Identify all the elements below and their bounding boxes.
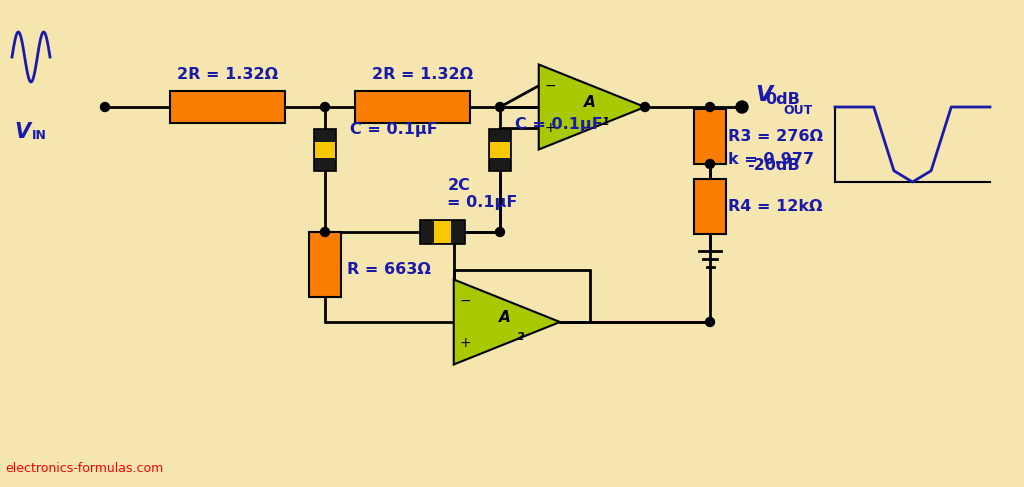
Text: +: + — [460, 336, 472, 350]
Text: OUT: OUT — [783, 105, 812, 117]
Bar — [489, 129, 511, 171]
Text: V: V — [755, 85, 772, 105]
Polygon shape — [539, 64, 645, 150]
Circle shape — [496, 102, 505, 112]
Text: +: + — [545, 121, 557, 135]
Circle shape — [736, 101, 748, 113]
Text: 1: 1 — [602, 117, 609, 127]
Text: 2C
= 0.1μF: 2C = 0.1μF — [447, 178, 518, 210]
Circle shape — [640, 102, 649, 112]
Bar — [355, 91, 470, 123]
Text: −: − — [460, 294, 472, 308]
Text: R3 = 276Ω: R3 = 276Ω — [728, 129, 823, 144]
Bar — [420, 220, 465, 244]
Text: V: V — [14, 122, 30, 142]
Text: A: A — [499, 310, 511, 324]
Text: 2R = 1.32Ω: 2R = 1.32Ω — [177, 67, 279, 82]
Text: IN: IN — [32, 129, 47, 142]
Text: C = 0.1μF: C = 0.1μF — [515, 116, 603, 131]
Bar — [694, 109, 726, 164]
Bar — [315, 142, 335, 158]
Text: −: − — [545, 79, 557, 93]
Text: 0dB: 0dB — [765, 92, 800, 107]
Bar — [490, 142, 510, 158]
Text: R = 663Ω: R = 663Ω — [347, 262, 431, 277]
Text: k = 0.977: k = 0.977 — [728, 151, 814, 167]
Circle shape — [100, 102, 110, 112]
Bar — [170, 91, 285, 123]
Circle shape — [706, 318, 715, 326]
Bar — [694, 179, 726, 234]
Bar — [309, 232, 341, 297]
Circle shape — [706, 160, 715, 169]
Text: electronics-formulas.com: electronics-formulas.com — [5, 462, 163, 475]
Text: A: A — [584, 94, 596, 110]
Text: 2R = 1.32Ω: 2R = 1.32Ω — [372, 67, 473, 82]
Text: -20dB: -20dB — [748, 157, 800, 172]
Circle shape — [706, 102, 715, 112]
Circle shape — [321, 102, 330, 112]
Polygon shape — [454, 280, 560, 364]
Bar — [434, 221, 451, 243]
Circle shape — [321, 227, 330, 237]
Text: 2: 2 — [517, 332, 524, 342]
Text: R4 = 12kΩ: R4 = 12kΩ — [728, 199, 822, 214]
Text: C = 0.1μF: C = 0.1μF — [350, 121, 437, 136]
Circle shape — [496, 227, 505, 237]
Bar — [314, 129, 336, 171]
